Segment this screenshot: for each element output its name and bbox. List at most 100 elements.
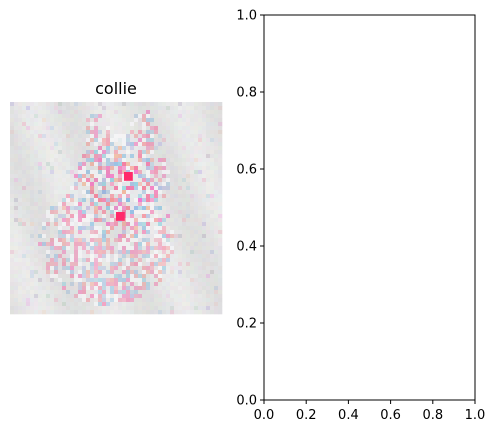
heatmap-cell [206,226,211,231]
heatmap-cell [30,294,35,299]
heatmap-cell [34,238,39,243]
heatmap-cell [206,194,211,199]
heatmap-cell [166,202,171,207]
heatmap-cell [134,210,139,215]
heatmap-cell [50,274,55,279]
heatmap-cell [138,258,143,263]
heatmap-cell [142,110,147,115]
heatmap-cell [30,298,35,303]
heatmap-cell [134,246,139,251]
heatmap-cell [34,226,39,231]
heatmap-cell [178,134,183,139]
heatmap-cell [150,286,155,291]
heatmap-cell [218,274,223,279]
heatmap-cell [130,278,135,283]
heatmap-cell [38,134,43,139]
heatmap-cell [78,258,83,263]
heatmap-cell [90,210,95,215]
heatmap-cell [82,290,87,295]
heatmap-cell [142,310,147,315]
heatmap-cell [102,102,107,107]
heatmap-cell [210,270,215,275]
heatmap-cell [90,274,95,279]
heatmap-cell [18,238,23,243]
heatmap-cell [74,146,79,151]
heatmap-cell [126,202,131,207]
heatmap-cell [174,110,179,115]
heatmap-cell [198,282,203,287]
heatmap-cell [70,130,75,135]
heatmap-cell [98,266,103,271]
heatmap-cell [214,154,219,159]
heatmap-cell [86,142,91,147]
heatmap-cell [38,298,43,303]
heatmap-cell [34,282,39,287]
heatmap-cell [82,210,87,215]
heatmap-cell [34,290,39,295]
heatmap-cell [186,186,191,191]
heatmap-cell [146,226,151,231]
heatmap-cell [110,158,115,163]
heatmap-cell [78,150,83,155]
heatmap-cell [202,298,207,303]
heatmap-cell [170,206,175,211]
heatmap-cell [186,302,191,307]
heatmap-cell [94,210,99,215]
heatmap-cell [86,210,91,215]
heatmap-cell [14,294,19,299]
heatmap-cell [126,302,131,307]
heatmap-cell [62,278,67,283]
heatmap-cell [194,306,199,311]
heatmap-cell [130,154,135,159]
heatmap-cell [50,102,55,107]
heatmap-cell [214,178,219,183]
heatmap-cell [150,130,155,135]
heatmap-cell [102,274,107,279]
heatmap-cell [58,286,63,291]
heatmap-cell [146,106,151,111]
heatmap-cell [122,202,127,207]
y-tick-label: 0.6 [236,163,257,178]
heatmap-cell [98,194,103,199]
heatmap-cell [182,286,187,291]
heatmap-cell [14,262,19,267]
heatmap-cell [186,118,191,123]
heatmap-cell [138,270,143,275]
heatmap-cell [94,286,99,291]
heatmap-cell [38,238,43,243]
heatmap-cell [34,286,39,291]
heatmap-cell [38,266,43,271]
heatmap-cell [14,254,19,259]
heatmap-cell [70,206,75,211]
heatmap-cell [186,258,191,263]
heatmap-cell [94,278,99,283]
heatmap-cell [78,198,83,203]
heatmap-cell [198,286,203,291]
heatmap-cell [198,302,203,307]
heatmap-cell [10,274,15,279]
heatmap-cell [146,302,151,307]
heatmap-cell [154,154,159,159]
heatmap-cell [158,226,163,231]
heatmap-cell [182,182,187,187]
heatmap-cell [194,146,199,151]
heatmap-cell [62,114,67,119]
heatmap-cell [38,218,43,223]
heatmap-cell [70,262,75,267]
heatmap-cell [34,190,39,195]
heatmap-cell [138,166,143,171]
heatmap-cell [98,302,103,307]
heatmap-cell [26,134,31,139]
heatmap-cell [30,162,35,167]
heatmap-cell [50,262,55,267]
heatmap-cell [198,262,203,267]
heatmap-cell [214,286,219,291]
heatmap-cell [86,174,91,179]
heatmap-cell [74,262,79,267]
heatmap-cell [138,302,143,307]
heatmap-cell [110,182,115,187]
heatmap-cell [106,214,111,219]
heatmap-cell [30,218,35,223]
heatmap-cell [190,182,195,187]
heatmap-cell [54,106,59,111]
